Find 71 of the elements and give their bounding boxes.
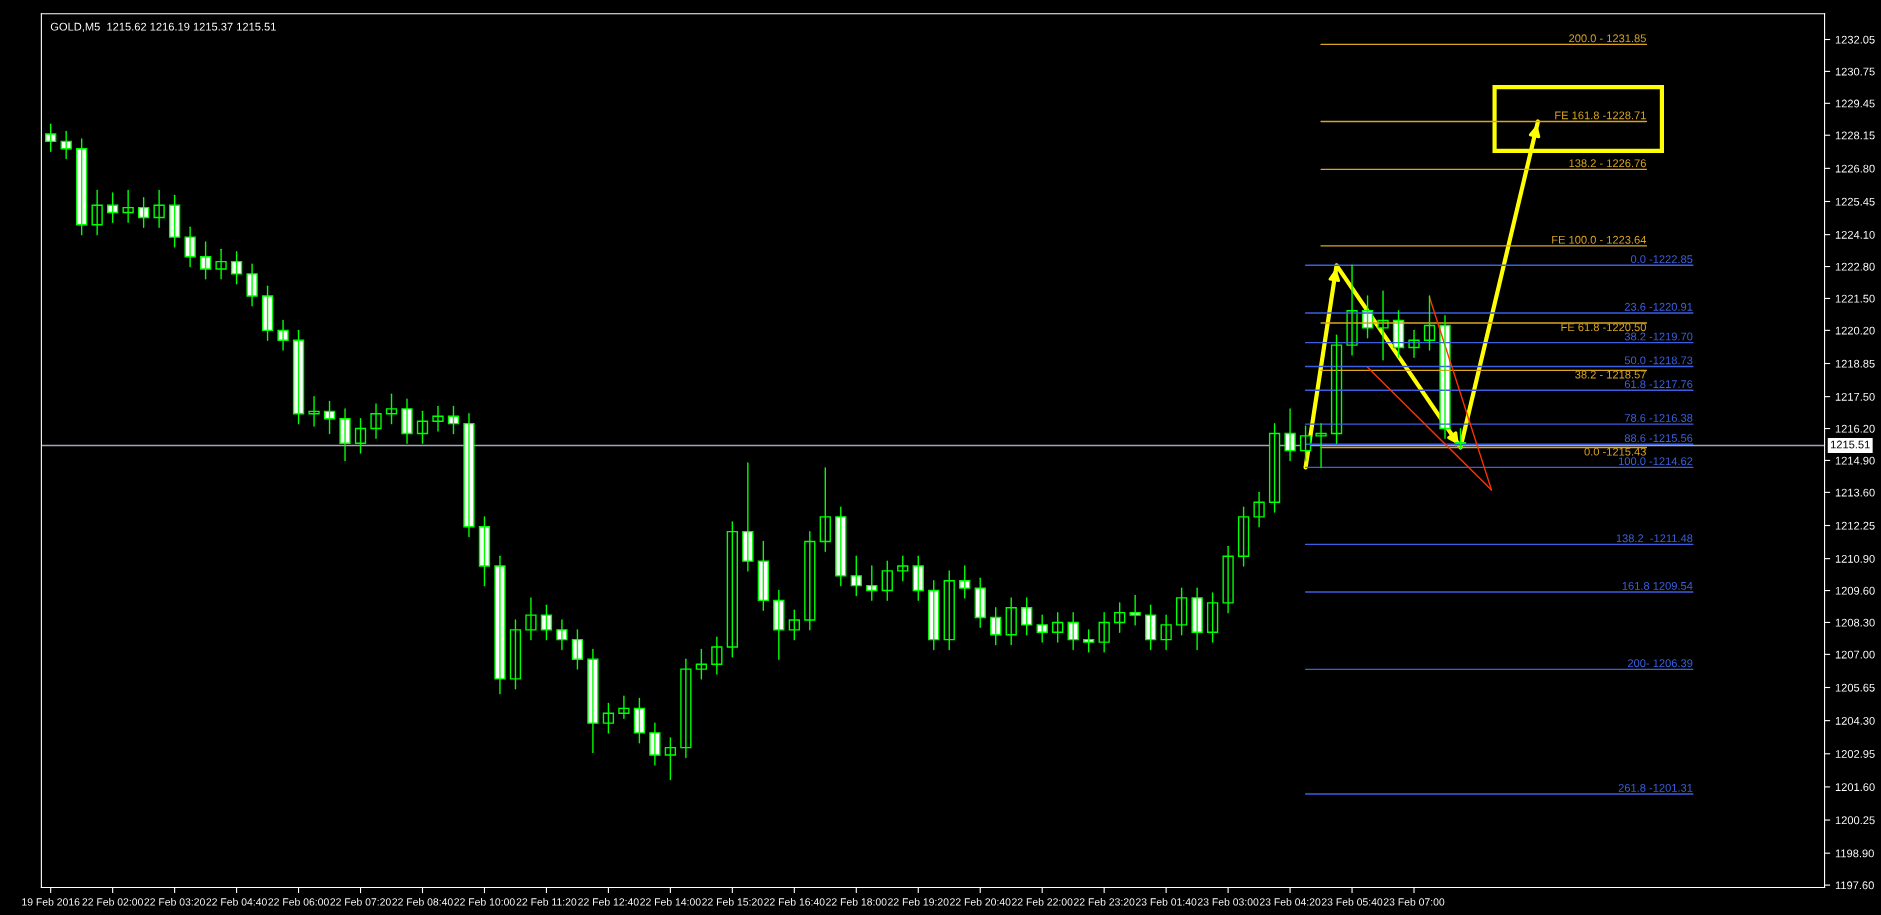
series-label: 138.2 -1211.48	[1616, 534, 1693, 543]
x-tick-label: 22 Feb 18:00	[826, 897, 887, 906]
y-tick-label: 1205.65	[1835, 683, 1875, 692]
x-tick-label: 23 Feb 07:00	[1383, 897, 1445, 906]
x-tick-label: 22 Feb 04:40	[206, 897, 267, 906]
series-label: 88.6 -1215.56	[1624, 434, 1693, 443]
series-label: FE 61.8 -1220.50	[1561, 323, 1646, 332]
y-tick-label: 1209.60	[1835, 586, 1875, 595]
x-tick-label: 23 Feb 03:00	[1197, 897, 1259, 906]
text: GOLD,M5 1215.62 1216.19 1215.37 1215.51	[50, 22, 276, 32]
y-tick-label: 1204.30	[1835, 716, 1875, 725]
x-tick-label: 22 Feb 02:00	[82, 897, 143, 906]
y-tick-label: 1225.45	[1835, 197, 1875, 206]
series-label: 200- 1206.39	[1627, 659, 1693, 668]
series-label: 0.0 -1215.43	[1584, 447, 1646, 456]
y-tick-label: 1229.45	[1835, 99, 1875, 108]
x-tick-label: 22 Feb 11:20	[516, 897, 577, 906]
series-label: 100.0 -1214.62	[1618, 457, 1693, 466]
x-tick-label: 23 Feb 04:20	[1259, 897, 1321, 906]
y-tick-label: 1228.15	[1835, 131, 1875, 140]
y-tick-label: 1220.20	[1835, 326, 1875, 335]
y-tick-label: 1197.60	[1835, 881, 1874, 890]
series-label: FE 161.8 -1228.71	[1555, 111, 1646, 120]
y-tick-label: 1198.90	[1835, 849, 1874, 858]
x-tick-label: 22 Feb 03:20	[144, 897, 205, 906]
y-tick-label: 1212.25	[1835, 521, 1875, 530]
x-tick-label: 22 Feb 14:00	[640, 897, 701, 906]
x-tick-label: 22 Feb 07:20	[330, 897, 391, 906]
x-tick-label: 22 Feb 12:40	[578, 897, 639, 906]
series-label: FE 100.0 - 1223.64	[1552, 235, 1647, 244]
x-tick-label: 22 Feb 08:40	[392, 897, 453, 906]
y-tick-label: 1217.50	[1835, 392, 1875, 401]
y-tick-label: 1226.80	[1835, 164, 1875, 173]
y-tick-label: 1214.90	[1835, 456, 1875, 465]
ref-line-label: 1215.51	[1830, 440, 1870, 449]
x-tick-label: 22 Feb 23:20	[1074, 897, 1135, 906]
y-tick-label: 1218.85	[1835, 359, 1875, 368]
series-label: 161.8 1209.54	[1622, 581, 1693, 590]
y-tick-label: 1230.75	[1835, 67, 1875, 76]
y-tick-label: 1224.10	[1835, 230, 1875, 239]
y-tick-label: 1207.00	[1835, 650, 1875, 659]
series-label: 38.2 -1219.70	[1624, 332, 1693, 341]
series-label: 50.0 -1218.73	[1624, 356, 1693, 365]
y-tick-label: 1221.50	[1835, 294, 1875, 303]
x-tick-label: 19 Feb 2016	[22, 897, 80, 906]
y-tick-label: 1210.90	[1835, 554, 1875, 563]
y-tick-label: 1232.05	[1835, 35, 1875, 44]
series-label: 138.2 - 1226.76	[1569, 159, 1646, 168]
series-label: 200.0 - 1231.85	[1569, 34, 1646, 43]
y-tick-label: 1213.60	[1835, 488, 1875, 497]
series-label: 38.2 - 1218.57	[1575, 370, 1646, 379]
series-label: 78.6 -1216.38	[1624, 414, 1693, 422]
y-tick-label: 1201.60	[1835, 783, 1875, 792]
x-tick-label: 22 Feb 06:00	[268, 897, 329, 906]
x-tick-label: 22 Feb 15:20	[702, 897, 763, 906]
x-tick-label: 22 Feb 20:40	[950, 897, 1011, 906]
y-tick-label: 1216.20	[1835, 424, 1875, 433]
x-tick-label: 23 Feb 05:40	[1321, 897, 1383, 906]
series-label: 23.6 -1220.91	[1624, 302, 1693, 311]
x-tick-label: 22 Feb 10:00	[454, 897, 515, 906]
x-tick-label: 22 Feb 16:40	[764, 897, 825, 906]
series-label: 0.0 -1222.85	[1630, 255, 1693, 264]
series-label: 61.8 -1217.76	[1624, 380, 1693, 389]
y-tick-label: 1208.30	[1835, 618, 1875, 627]
y-tick-label: 1202.95	[1835, 750, 1875, 758]
x-tick-label: 22 Feb 19:20	[888, 897, 949, 906]
x-tick-label: 23 Feb 01:40	[1135, 897, 1197, 906]
y-tick-label: 1200.25	[1835, 816, 1875, 825]
y-tick-label: 1222.80	[1835, 262, 1875, 271]
series-label: 261.8 -1201.31	[1618, 783, 1693, 792]
x-tick-label: 22 Feb 22:00	[1012, 897, 1073, 906]
